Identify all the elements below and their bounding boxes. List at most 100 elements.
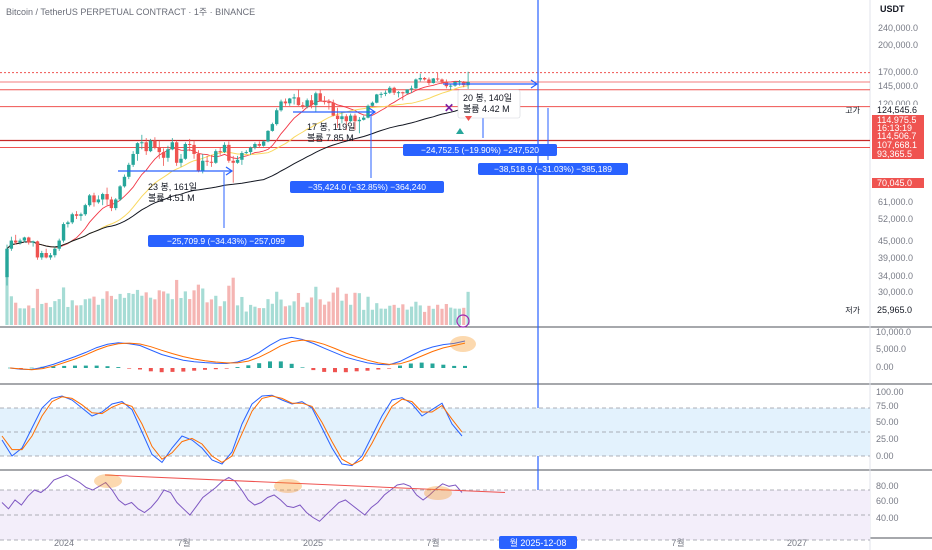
volume-bar [257,308,261,325]
macd-signal-line [9,339,466,371]
volume-bar [292,301,296,325]
volume-bar [444,304,448,325]
volume-bar [88,298,92,325]
macd-histogram-bar [224,368,229,369]
macd-histogram-bar [452,365,457,368]
macd-axis-tick: 5,000.0 [876,344,906,354]
volume-bar [314,286,318,325]
price-tag-bg [872,140,924,150]
candle-body [118,186,122,200]
candle-body [105,194,109,200]
candle-body [409,88,414,90]
stoch-axis-tick: 0.00 [876,451,894,461]
candle-body [122,176,127,187]
candle-body [114,199,118,209]
drawdown-label-3: −24,752.5 (−19.90%) −247,520 [421,145,539,155]
volume-bar [357,293,361,325]
volume-bar [179,298,183,325]
candle-body [201,160,205,172]
candle-body [331,102,335,116]
measure-arrow-3-head [530,79,539,89]
macd-histogram-bar [235,367,240,368]
candle-body [383,92,388,94]
volume-bar [92,296,96,325]
candle-body [327,102,331,104]
volume-bar [283,306,287,325]
stoch-axis-tick: 100.00 [876,387,904,397]
macd-histogram-bar [441,364,446,368]
rsi-axis-tick: 80.00 [876,481,899,491]
candle-body [248,147,253,153]
drawdown-label-3-bg [403,144,557,156]
macd-histogram-bar [62,365,67,368]
volume-bar [288,305,292,325]
macd-histogram-bar [257,363,262,368]
volume-bar [153,299,157,325]
price-tag-caption: 저가 [845,306,860,315]
candle-body [101,194,105,200]
bar-count-box-3 [457,89,521,119]
volume-bar [135,289,140,325]
price-axis-tick: 39,000.0 [878,253,913,263]
candle-body [188,144,192,146]
candle-body [70,214,74,223]
drawdown-label-4-bg [478,163,628,175]
price-tag-bg [872,115,924,125]
candle-body [275,110,279,125]
macd-histogram-bar [29,367,34,369]
macd-histogram-bar [127,368,132,369]
macd-histogram-bar [116,367,121,368]
candle-body [218,151,222,153]
volume-bar [436,304,440,325]
rsi-highlight [94,474,122,488]
macd-histogram-bar [398,365,402,368]
macd-histogram-bar [278,361,283,368]
volume-bar [279,299,283,325]
date-cursor-tag-bg [499,536,577,549]
price-tag-bg [872,105,924,115]
candle-body [61,224,66,241]
volume-bar [375,303,379,325]
candle-body [153,140,157,148]
candle-body [231,160,235,163]
candle-body [440,79,444,82]
candle-body [357,119,362,122]
volume-bar [201,288,205,325]
volume-bar [418,305,422,325]
chart-symbol-title: Bitcoin / TetherUS PERPETUAL CONTRACT · … [6,7,256,17]
price-tag: 124,545.6 [877,105,917,115]
candle-body [205,160,209,162]
volume-bar [196,284,200,325]
volume-bar [140,295,144,325]
volume-bar [366,296,370,325]
macd-histogram-bar [138,368,142,370]
candle-body [144,142,148,152]
candle-body [257,144,261,146]
candle-body [261,141,266,146]
volume-bar [414,301,418,325]
candle-body [435,78,440,80]
candle-body [27,237,31,243]
volume-bar [170,299,174,325]
candle-body [405,89,409,94]
candle-body [348,115,353,122]
measure-arrow-2-head [368,107,377,117]
volume-bar [214,295,218,325]
stoch-axis-tick: 25.00 [876,434,899,444]
macd-histogram-bar [376,368,381,370]
stoch-k-line [1,394,463,467]
volume-bar [349,304,353,325]
candle-body [96,199,101,203]
volume-bar [162,291,166,325]
candle-body [235,159,240,163]
volume-bar [83,299,87,325]
volume-bar [61,287,66,325]
candle-body [48,255,53,258]
volume-bar [70,300,74,325]
volume-bar [244,311,248,325]
candle-body [449,85,453,87]
candle-body [66,222,70,225]
volume-bar [275,291,279,325]
volume-bar [75,305,79,325]
